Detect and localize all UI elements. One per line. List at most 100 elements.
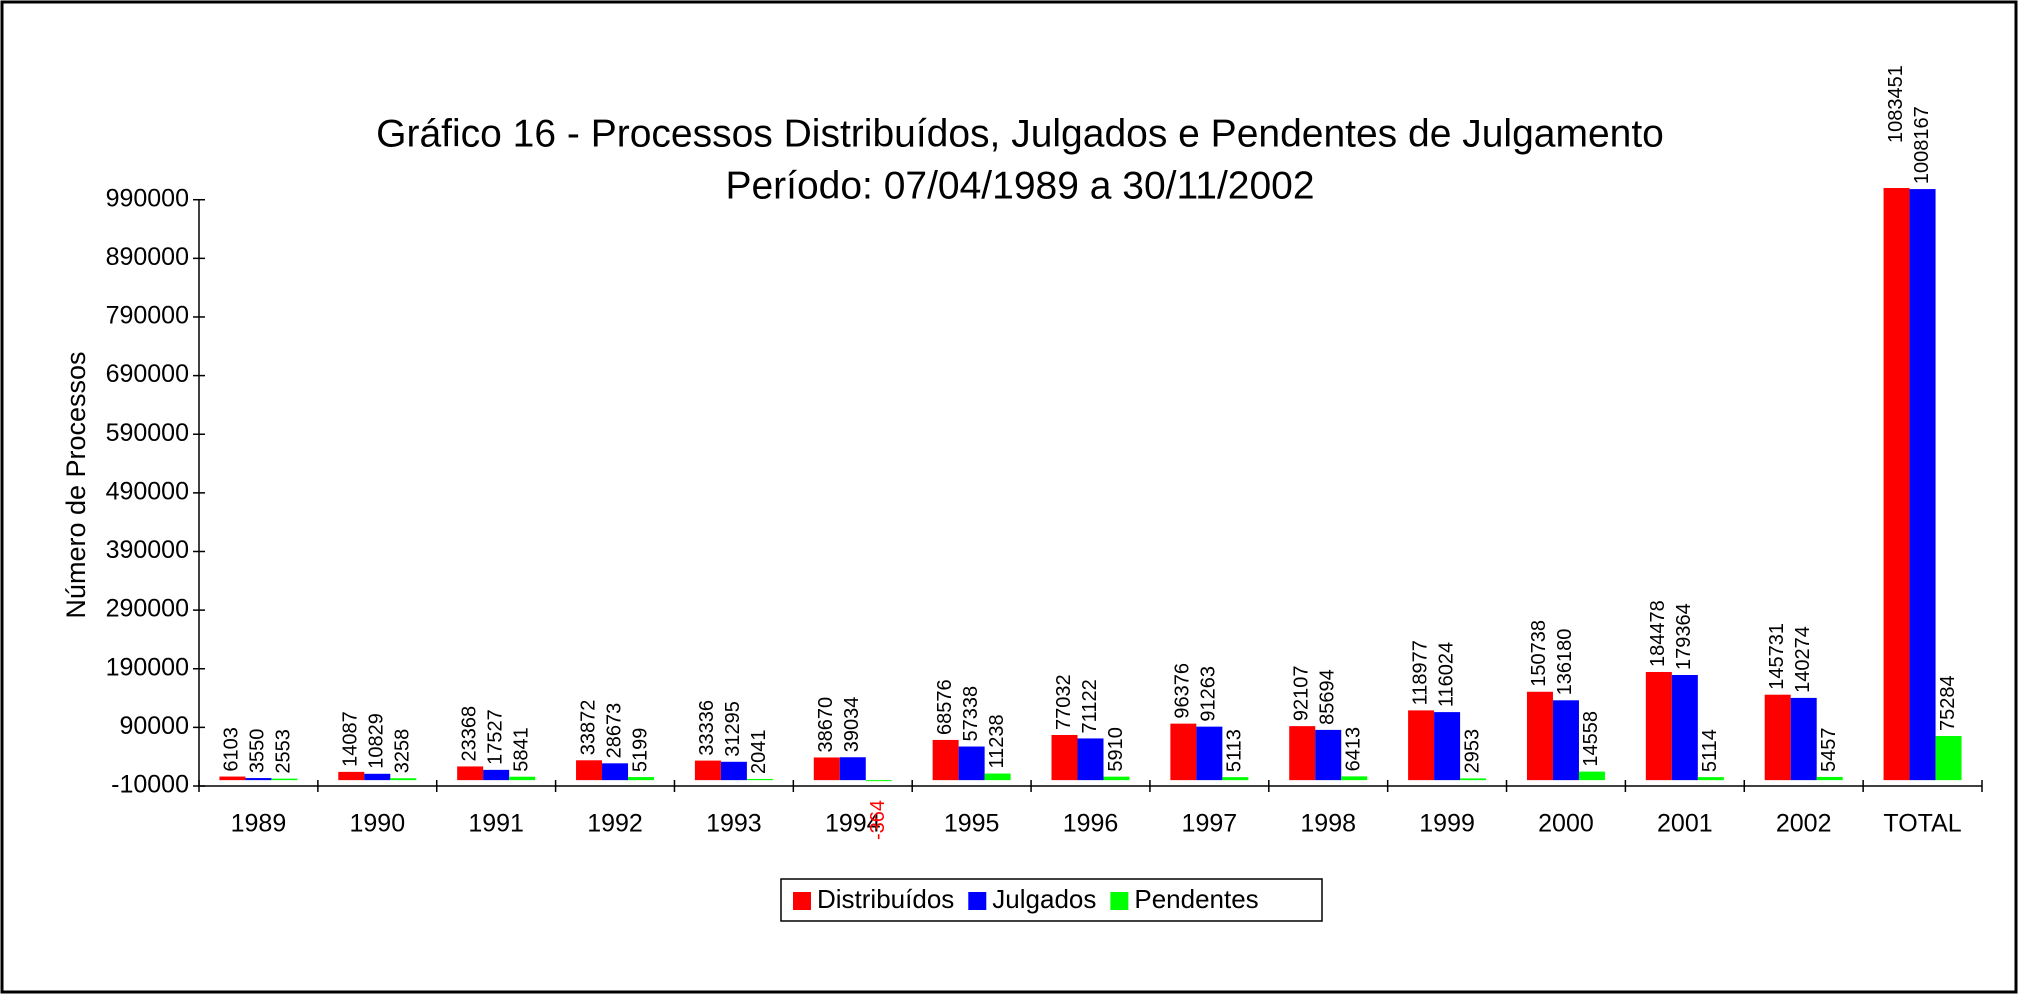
value-label: 28673: [603, 703, 625, 759]
value-label: 2041: [748, 729, 770, 774]
chart-title: Gráfico 16 - Processos Distribuídos, Jul…: [376, 112, 1664, 155]
y-tick-label: -10000: [111, 771, 189, 799]
legend-swatch: [968, 892, 987, 910]
bar: [509, 776, 536, 781]
value-label: 96376: [1172, 663, 1194, 719]
x-tick-label: 2001: [1657, 810, 1713, 838]
y-axis-label: Número de Processos: [61, 351, 91, 618]
y-tick-label: 890000: [106, 243, 189, 271]
legend-label: Julgados: [992, 884, 1096, 914]
x-tick-label: 1989: [231, 810, 287, 838]
bar: [1764, 694, 1791, 781]
value-label: 14558: [1580, 711, 1602, 767]
bar: [1434, 712, 1461, 781]
y-tick-label: 290000: [106, 595, 189, 623]
value-label: 136180: [1554, 629, 1576, 696]
x-tick-label: 2000: [1538, 810, 1594, 838]
value-label: 5910: [1105, 727, 1127, 772]
y-tick-label: 690000: [106, 360, 189, 388]
value-label: 57338: [960, 686, 982, 742]
value-label: 33872: [577, 700, 599, 756]
value-label: 3550: [247, 729, 269, 774]
value-label: 5199: [629, 728, 651, 773]
x-tick-label: 1990: [349, 810, 405, 838]
x-tick-label: 1997: [1182, 810, 1238, 838]
value-label: 85694: [1317, 669, 1339, 725]
value-label: 3258: [392, 729, 414, 774]
value-label: 6103: [221, 727, 243, 772]
x-tick-label: 1996: [1063, 810, 1119, 838]
value-label: 23368: [458, 706, 480, 762]
bar: [390, 778, 417, 781]
bar: [1196, 726, 1223, 781]
y-tick-label: 790000: [106, 302, 189, 330]
chart-subtitle: Período: 07/04/1989 a 30/11/2002: [725, 164, 1314, 207]
value-label: 33336: [696, 700, 718, 756]
value-label: 31295: [722, 701, 744, 757]
y-tick-label: 390000: [106, 536, 189, 564]
bar: [364, 773, 391, 781]
y-tick-label: 990000: [106, 184, 189, 212]
value-label: -364: [867, 800, 889, 840]
bar: [1909, 189, 1936, 781]
value-label: 5113: [1224, 729, 1246, 772]
bar: [813, 757, 840, 781]
x-tick-label: 1993: [706, 810, 762, 838]
value-label: 10829: [366, 713, 388, 769]
legend-box: [780, 878, 1323, 922]
value-label: 1008167: [1911, 106, 1933, 184]
bar: [984, 773, 1011, 781]
bar: [483, 769, 510, 781]
bar: [219, 776, 246, 781]
bar: [1552, 700, 1579, 781]
y-tick-label: 490000: [106, 477, 189, 505]
bar: [932, 739, 959, 781]
legend-swatch: [1110, 892, 1129, 910]
value-label: 38670: [815, 697, 837, 753]
bar: [271, 778, 298, 781]
value-label: 140274: [1792, 626, 1814, 693]
value-label: 118977: [1409, 640, 1431, 705]
bar: [1341, 776, 1368, 781]
value-label: 2553: [273, 729, 295, 774]
bar: [245, 778, 272, 781]
value-label: 150738: [1528, 620, 1550, 687]
value-label: 71122: [1079, 679, 1101, 733]
value-label: 39034: [841, 697, 863, 753]
bar: [628, 777, 655, 781]
y-tick-label: 590000: [106, 419, 189, 447]
x-tick-label: 1992: [587, 810, 643, 838]
legend-label: Distribuídos: [817, 884, 954, 914]
bar: [1077, 738, 1104, 781]
bar: [1883, 188, 1910, 781]
bar: [1170, 723, 1197, 781]
plot-area: [219, 188, 1962, 782]
bar: [1578, 771, 1605, 781]
value-label: 179364: [1673, 603, 1695, 670]
bar: [1526, 691, 1553, 781]
bar: [746, 778, 773, 781]
x-tick-label: TOTAL: [1883, 810, 1961, 838]
bar: [1790, 697, 1817, 781]
bar: [1935, 736, 1962, 781]
legend-swatch: [793, 892, 811, 910]
bar: [720, 761, 747, 781]
bar: [1645, 671, 1672, 781]
bar: [1816, 776, 1843, 781]
value-label: 91263: [1198, 666, 1220, 722]
y-tick-label: 90000: [119, 712, 189, 740]
value-label: 14087: [340, 711, 362, 767]
bar: [958, 746, 985, 781]
bar: [602, 763, 629, 781]
value-label: 5457: [1818, 727, 1840, 772]
value-label: 5841: [510, 727, 532, 772]
bar: [1460, 778, 1487, 781]
value-label: 68576: [934, 679, 956, 735]
bar: [457, 766, 484, 781]
y-tick-label: 190000: [106, 653, 189, 681]
bar: [1051, 734, 1078, 781]
value-label: 75284: [1937, 675, 1959, 731]
value-label: 17527: [484, 709, 506, 765]
